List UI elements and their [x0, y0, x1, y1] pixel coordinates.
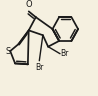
Text: Br: Br [35, 63, 44, 72]
Text: O: O [25, 0, 32, 9]
Text: Br: Br [60, 49, 69, 58]
Text: S: S [5, 47, 11, 56]
